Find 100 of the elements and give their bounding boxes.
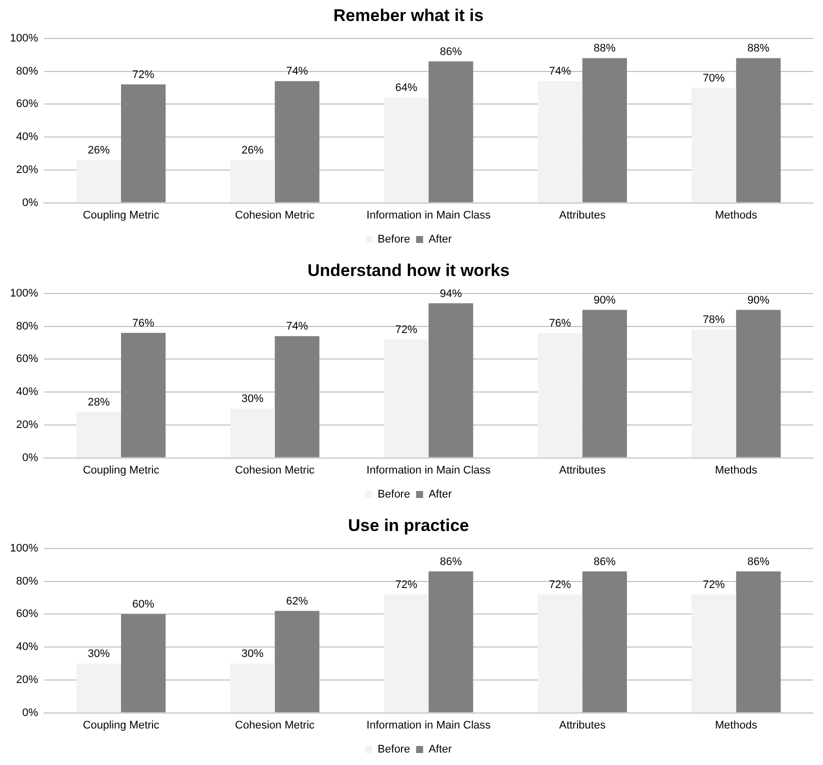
x-tick-label: Information in Main Class: [366, 209, 492, 222]
x-tick-label: Methods: [715, 464, 758, 476]
bar: [121, 84, 166, 202]
data-label: 72%: [395, 324, 418, 336]
y-tick-label: 80%: [16, 65, 38, 78]
y-tick-label: 20%: [16, 674, 38, 686]
data-label: 88%: [747, 42, 770, 55]
data-label: 74%: [286, 66, 308, 78]
bar: [428, 61, 474, 202]
bar: [582, 58, 627, 202]
y-tick-label: 40%: [16, 641, 38, 654]
x-tick-label: Coupling Metric: [82, 464, 160, 476]
x-tick-label: Attributes: [559, 719, 606, 732]
bar: [274, 81, 320, 202]
data-label: 76%: [132, 317, 155, 330]
data-label: 30%: [241, 393, 264, 406]
bar: [274, 610, 320, 712]
data-label: 30%: [241, 648, 264, 660]
chart-title: Understand how it works: [307, 260, 510, 280]
legend-label: Before: [378, 234, 410, 246]
bar: [76, 160, 122, 202]
data-label: 28%: [88, 396, 110, 408]
bar: [736, 58, 781, 202]
y-tick-label: 20%: [16, 164, 38, 176]
bar: [538, 332, 582, 458]
data-label: 72%: [549, 578, 572, 591]
legend-label: Before: [378, 744, 410, 756]
y-tick-label: 100%: [10, 542, 38, 554]
bar: [428, 303, 474, 458]
bar: [692, 594, 736, 712]
x-tick-label: Information in Main Class: [366, 719, 492, 732]
bar: [384, 98, 429, 202]
bar: [692, 330, 736, 458]
data-label: 72%: [395, 578, 418, 591]
y-tick-label: 100%: [10, 32, 38, 44]
legend-label: Before: [378, 488, 410, 501]
y-tick-label: 0%: [22, 706, 38, 719]
bar: [428, 571, 474, 712]
legend-label: After: [428, 488, 452, 501]
bar: [121, 332, 166, 458]
y-tick-label: 100%: [10, 287, 38, 300]
bar: [230, 160, 275, 202]
data-label: 74%: [549, 66, 572, 78]
x-tick-label: Attributes: [559, 209, 606, 222]
x-tick-label: Coupling Metric: [82, 209, 160, 222]
bar: [538, 81, 582, 202]
bar: [76, 663, 122, 712]
data-label: 70%: [702, 72, 726, 84]
data-label: 64%: [395, 82, 418, 94]
bar: [538, 594, 582, 712]
chart-title: Use in practice: [348, 516, 469, 535]
x-tick-label: Cohesion Metric: [235, 209, 316, 222]
data-label: 88%: [594, 42, 616, 55]
data-label: 78%: [702, 314, 726, 326]
bar: [121, 614, 166, 712]
data-label: 94%: [440, 288, 462, 300]
bar: [582, 310, 627, 458]
bar: [692, 88, 736, 202]
x-tick-label: Methods: [715, 719, 758, 732]
x-tick-label: Coupling Metric: [82, 719, 160, 732]
data-label: 76%: [549, 317, 572, 330]
data-label: 86%: [594, 556, 616, 568]
x-tick-label: Cohesion Metric: [235, 464, 316, 476]
bar: [736, 310, 781, 458]
data-label: 26%: [241, 144, 264, 157]
bar: [582, 571, 627, 712]
data-label: 90%: [594, 294, 616, 306]
x-tick-label: Methods: [715, 209, 758, 222]
y-tick-label: 40%: [16, 386, 38, 398]
x-tick-label: Cohesion Metric: [235, 719, 316, 732]
bar: [230, 408, 275, 458]
data-label: 62%: [286, 595, 308, 608]
data-label: 72%: [702, 578, 726, 591]
y-tick-label: 0%: [22, 452, 38, 464]
data-label: 72%: [132, 68, 155, 81]
x-tick-label: Attributes: [559, 464, 606, 476]
chart-title: Remeber what it is: [333, 6, 484, 25]
data-label: 86%: [747, 556, 770, 568]
bar: [384, 339, 429, 458]
bar: [274, 336, 320, 458]
legend-label: After: [428, 744, 452, 756]
data-label: 74%: [286, 320, 308, 333]
bar: [384, 594, 429, 712]
bar: [736, 571, 781, 712]
x-tick-label: Information in Main Class: [366, 464, 492, 476]
data-label: 86%: [440, 46, 462, 58]
data-label: 86%: [440, 556, 462, 568]
y-tick-label: 80%: [16, 320, 38, 332]
bar: [76, 412, 122, 458]
y-tick-label: 60%: [16, 98, 38, 110]
data-label: 26%: [88, 144, 110, 157]
y-tick-label: 20%: [16, 418, 38, 431]
y-tick-label: 60%: [16, 608, 38, 620]
y-tick-label: 80%: [16, 575, 38, 588]
y-tick-label: 40%: [16, 131, 38, 144]
legend-label: After: [428, 234, 452, 246]
data-label: 30%: [88, 648, 110, 660]
data-label: 90%: [747, 294, 770, 306]
bar: [230, 663, 275, 712]
data-label: 60%: [132, 598, 155, 611]
